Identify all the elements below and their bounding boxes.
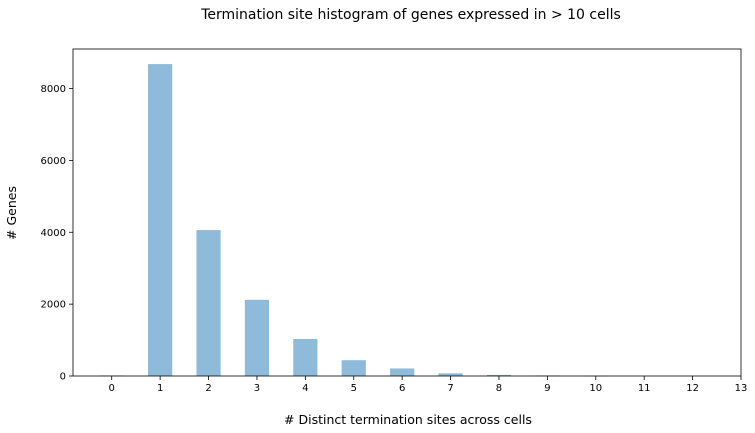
bar-7 <box>438 373 463 376</box>
x-tick-label: 7 <box>447 383 453 394</box>
x-tick-label: 13 <box>735 383 748 394</box>
x-tick-label: 3 <box>254 383 260 394</box>
x-tick-label: 8 <box>496 383 502 394</box>
y-tick-label: 4000 <box>41 228 66 239</box>
x-tick-label: 0 <box>109 383 115 394</box>
y-axis: 0 2000 4000 6000 8000 <box>41 84 73 383</box>
y-tick-label: 8000 <box>41 84 66 95</box>
y-axis-label: # Genes <box>4 186 19 240</box>
x-tick-label: 11 <box>638 383 651 394</box>
x-tick-label: 9 <box>544 383 550 394</box>
bar-1 <box>148 64 173 376</box>
bar-5 <box>341 360 366 376</box>
chart-title: Termination site histogram of genes expr… <box>200 7 621 23</box>
x-tick-label: 10 <box>589 383 602 394</box>
x-tick-label: 1 <box>157 383 163 394</box>
plot-frame <box>72 48 742 377</box>
x-axis: 0 1 2 3 4 5 6 7 8 9 10 11 12 13 <box>109 376 748 394</box>
x-axis-label: # Distinct termination sites across cell… <box>284 412 532 427</box>
bars-group <box>99 64 608 377</box>
y-tick-label: 2000 <box>41 300 66 311</box>
y-tick-label: 6000 <box>41 156 66 167</box>
y-tick-label: 0 <box>60 372 66 383</box>
bar-6 <box>390 368 415 376</box>
x-tick-label: 6 <box>399 383 405 394</box>
x-tick-label: 2 <box>205 383 211 394</box>
x-tick-label: 4 <box>302 383 308 394</box>
bar-8 <box>486 374 512 376</box>
bar-2 <box>196 230 221 376</box>
x-tick-label: 12 <box>686 383 699 394</box>
bar-3 <box>244 299 270 376</box>
x-tick-label: 5 <box>351 383 357 394</box>
bar-4 <box>293 338 318 376</box>
